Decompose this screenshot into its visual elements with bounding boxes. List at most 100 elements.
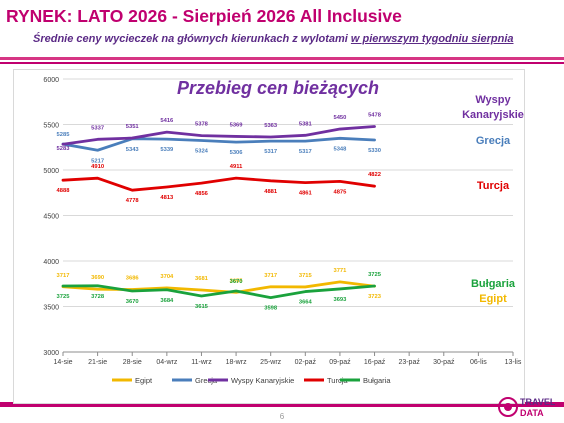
x-tick-label: 30-paź <box>433 359 455 366</box>
end-label: Turcja <box>477 180 510 192</box>
x-tick-label: 09-paź <box>329 359 351 366</box>
top-band-2 <box>0 62 564 64</box>
data-label: 5317 <box>264 149 277 155</box>
series-line-wyspy-kanaryjskie <box>61 125 376 146</box>
price-line-chart: Przebieg cen bieżących 3000 3500 4000 4500 50… <box>43 77 524 385</box>
data-label: 3723 <box>368 294 382 300</box>
data-label: 3715 <box>299 273 313 279</box>
end-label: Bułgaria <box>471 278 516 290</box>
x-tick-label: 06-lis <box>470 359 487 366</box>
legend-item: Egipt <box>135 376 153 385</box>
legend-item: Wyspy Kanaryjskie <box>231 376 294 385</box>
data-label: 5378 <box>195 122 209 128</box>
data-label: 4856 <box>195 191 209 197</box>
end-label: Grecja <box>476 135 511 147</box>
data-label: 4875 <box>333 189 347 195</box>
series-line-turcja <box>61 176 376 192</box>
data-label: 4910 <box>91 164 104 170</box>
data-label: 4881 <box>264 189 278 195</box>
page-number: 6 <box>279 412 285 421</box>
x-tick-label: 18-wrz <box>226 359 248 366</box>
data-label: 3725 <box>368 272 382 278</box>
subtitle-underlined: w pierwszym tygodniu sierpnia <box>350 33 514 45</box>
data-label: 3681 <box>195 276 209 282</box>
data-label: 3615 <box>195 304 209 310</box>
data-label: 3717 <box>264 273 277 279</box>
x-tick-label: 04-wrz <box>156 359 178 366</box>
data-label: 5381 <box>299 121 313 127</box>
data-label: 5330 <box>368 148 381 154</box>
end-label: Wyspy <box>475 94 511 106</box>
page-subtitle: Średnie ceny wycieczek na głównych kieru… <box>33 33 514 45</box>
data-label: 5348 <box>333 146 347 152</box>
series-line-bułgaria <box>61 284 376 299</box>
series-line-grecja <box>61 136 376 152</box>
data-label: 3693 <box>333 297 347 303</box>
y-tick-label: 4500 <box>43 214 59 221</box>
page-title: RYNEK: LATO 2026 - Sierpień 2026 All Inc… <box>6 6 402 26</box>
end-label: Kanaryjskie <box>462 109 524 121</box>
data-label: 3725 <box>57 294 71 300</box>
data-label: 5416 <box>160 118 174 124</box>
data-label: 3670 <box>230 279 243 285</box>
legend-item: Grecja <box>195 376 218 385</box>
x-tick-label: 02-paź <box>295 359 317 366</box>
y-tick-label: 3000 <box>43 350 59 357</box>
legend-item: Bułgaria <box>363 376 391 385</box>
data-label: 3704 <box>160 274 174 280</box>
x-tick-label: 16-paź <box>364 359 386 366</box>
y-tick-label: 3500 <box>43 305 59 312</box>
data-label: 5450 <box>333 115 346 121</box>
y-tick-label: 5000 <box>43 168 59 175</box>
data-label: 5363 <box>264 123 278 129</box>
data-label: 5317 <box>299 149 312 155</box>
data-label: 3728 <box>91 294 105 300</box>
x-tick-label: 23-paź <box>398 359 420 366</box>
data-label: 5337 <box>91 125 104 131</box>
travel-data-logo: TRAVEL DATA <box>498 397 556 418</box>
data-label: 5324 <box>195 149 209 155</box>
x-tick-label: 11-wrz <box>191 359 212 366</box>
data-label: 5343 <box>126 147 140 153</box>
y-tick-label: 4000 <box>43 259 59 266</box>
data-label: 3670 <box>126 299 139 305</box>
legend-item: Turcja <box>327 376 348 385</box>
x-tick-label: 28-sie <box>123 359 142 366</box>
data-label: 3598 <box>264 306 278 312</box>
data-label: 4813 <box>160 195 174 201</box>
data-label: 3684 <box>160 298 174 304</box>
data-label: 5478 <box>368 113 382 119</box>
data-label: 5285 <box>57 132 71 138</box>
data-label: 4778 <box>126 198 140 204</box>
data-label: 4861 <box>299 191 313 197</box>
data-label: 5283 <box>57 146 71 152</box>
data-label: 5217 <box>91 158 104 164</box>
logo-text-bottom: DATA <box>520 408 544 418</box>
x-tick-label: 13-lis <box>505 359 522 366</box>
chart-title: Przebieg cen bieżących <box>177 78 379 98</box>
data-label: 3655 <box>230 278 244 284</box>
data-label: 3664 <box>299 300 313 306</box>
data-label: 3690 <box>91 275 104 281</box>
data-label: 5369 <box>230 122 244 128</box>
data-label: 4822 <box>368 172 381 178</box>
logo-text-top: TRAVEL <box>520 397 556 407</box>
x-tick-label: 25-wrz <box>260 359 282 366</box>
end-label: Egipt <box>479 293 507 305</box>
y-tick-label: 6000 <box>43 77 59 84</box>
data-label: 5306 <box>230 150 244 156</box>
data-label: 3717 <box>57 273 70 279</box>
x-tick-label: 14-sie <box>53 359 72 366</box>
data-label: 3771 <box>333 268 347 274</box>
data-label: 4911 <box>230 164 243 170</box>
top-band-1 <box>0 57 564 60</box>
data-label: 3686 <box>126 276 140 282</box>
data-label: 4888 <box>57 188 71 194</box>
data-label: 5339 <box>160 147 174 153</box>
data-label: 5351 <box>126 124 140 130</box>
chart-frame: Przebieg cen bieżących 3000 3500 4000 4500 50… <box>13 69 525 404</box>
y-tick-label: 5500 <box>43 123 59 130</box>
subtitle-main: Średnie ceny wycieczek na głównych kieru… <box>33 33 351 45</box>
x-tick-label: 21-sie <box>88 359 107 366</box>
bottom-band <box>0 402 564 407</box>
